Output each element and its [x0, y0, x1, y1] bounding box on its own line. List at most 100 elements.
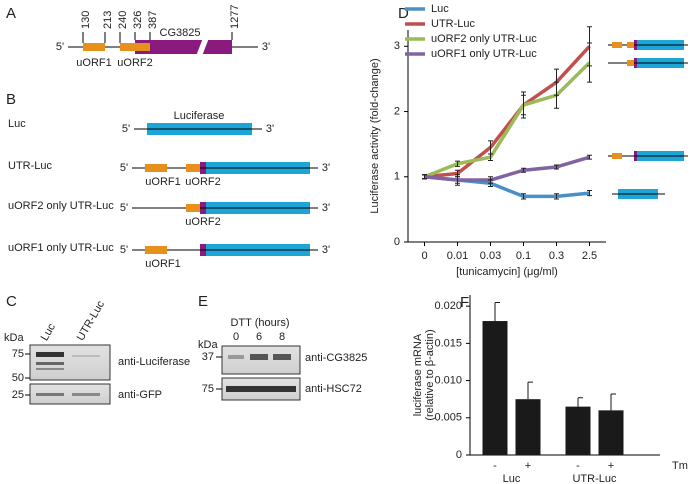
error-bar — [587, 154, 592, 160]
error-bar — [554, 81, 559, 109]
legend-label: uORF2 only UTR-Luc — [431, 33, 537, 45]
construct-label: UTR-Luc — [8, 160, 53, 172]
break — [196, 38, 209, 56]
series-line — [424, 155, 590, 182]
position: 387 — [147, 11, 159, 29]
position: 1277 — [229, 5, 241, 29]
end-label: 5' — [56, 41, 64, 53]
uorf-label: uORF1 — [145, 258, 180, 270]
panel-label: F — [460, 294, 469, 311]
panel-c: C kDa Luc UTR-Luc 75 50 25 anti-Lucifera… — [4, 293, 190, 405]
group-label: Luc — [503, 473, 521, 484]
band — [226, 386, 296, 392]
error-bar — [554, 164, 559, 170]
lane-label: 8 — [279, 331, 285, 343]
band — [273, 354, 291, 360]
uorf-label: uORF2 — [117, 57, 152, 69]
y-tick-label: 0 — [456, 449, 462, 461]
y-tick-label: 0 — [394, 236, 400, 248]
x-tick-label: 0.1 — [516, 250, 531, 262]
position: 130 — [80, 11, 92, 29]
uorf — [83, 43, 105, 51]
y-tick-label: 0.010 — [434, 374, 462, 386]
panel-label: C — [6, 293, 17, 310]
x-tick-label: 0.03 — [480, 250, 501, 262]
error-bar — [554, 193, 559, 200]
uorf-label: uORF2 — [185, 176, 220, 188]
band — [250, 354, 268, 360]
uorf-label: uORF1 — [145, 176, 180, 188]
x-tick-label: 0.01 — [447, 250, 468, 262]
marker: 75 — [12, 348, 24, 360]
construct-label: uORF2 only UTR-Luc — [8, 200, 114, 212]
band — [72, 355, 100, 357]
gene-label: CG3825 — [160, 27, 201, 39]
band — [72, 393, 100, 396]
construct-label: uORF1 only UTR-Luc — [8, 242, 114, 254]
position: 240 — [117, 11, 129, 29]
antibody-label: anti-Luciferase — [118, 356, 190, 368]
lane-label: 6 — [256, 331, 262, 343]
error-bar — [587, 42, 592, 83]
error-bar — [527, 381, 533, 400]
unit-label: kDa — [198, 339, 218, 351]
end-label: 5' — [122, 123, 130, 135]
error-bar — [455, 174, 460, 186]
y-tick-label: 2 — [394, 105, 400, 117]
band — [36, 352, 64, 357]
antibody-label: anti-GFP — [118, 389, 162, 401]
end-label: 3' — [262, 41, 270, 53]
y-tick-label: 0.005 — [434, 412, 462, 424]
end-label: 3' — [322, 162, 330, 174]
band — [228, 355, 244, 359]
group-label: UTR-Luc — [572, 473, 617, 484]
error-bar — [494, 301, 500, 322]
treatment-label: Tm — [672, 460, 688, 472]
legend-label: uORF1 only UTR-Luc — [431, 48, 537, 60]
y-axis-label: (relative to β-actin) — [424, 329, 436, 420]
error-bar — [577, 397, 583, 407]
y-tick-label: 0.020 — [434, 300, 462, 312]
band — [36, 368, 64, 370]
blot — [29, 383, 111, 405]
error-bar — [422, 174, 427, 180]
bar — [515, 399, 541, 455]
panel-label: B — [6, 91, 16, 108]
x-tick-label: + — [525, 460, 531, 472]
bar — [482, 321, 508, 455]
uorf — [186, 164, 202, 172]
x-tick-label: 0 — [421, 250, 427, 262]
panel-label: D — [398, 5, 409, 22]
uorf — [145, 164, 167, 172]
uorf-label: uORF1 — [76, 57, 111, 69]
error-bar — [488, 176, 493, 184]
bar — [598, 410, 624, 455]
x-tick-label: - — [576, 460, 580, 472]
series-line — [423, 61, 591, 179]
end-label: 5' — [120, 202, 128, 214]
legend-label: UTR-Luc — [431, 18, 476, 30]
construct-label: Luc — [8, 118, 26, 130]
error-bar — [521, 167, 526, 173]
y-axis-label: Luciferase activity (fold-change) — [369, 58, 381, 213]
x-tick-label: - — [493, 460, 497, 472]
end-label: 3' — [322, 244, 330, 256]
cds — [135, 40, 232, 54]
uorf — [186, 204, 202, 212]
error-bar — [455, 160, 460, 167]
lane-label: UTR-Luc — [75, 298, 108, 343]
x-tick-label: + — [608, 460, 614, 472]
series-line — [424, 45, 591, 179]
panel-label: A — [6, 5, 16, 22]
y-tick-label: 3 — [394, 40, 400, 52]
error-bar — [488, 153, 493, 161]
construct-icons — [608, 40, 688, 199]
marker: 50 — [12, 372, 24, 384]
uorf — [145, 246, 167, 254]
position: 213 — [102, 11, 114, 29]
end-label: 3' — [266, 123, 274, 135]
x-tick-label: 0.3 — [549, 250, 564, 262]
marker: 25 — [12, 389, 24, 401]
x-tick-label: 2.5 — [582, 250, 597, 262]
